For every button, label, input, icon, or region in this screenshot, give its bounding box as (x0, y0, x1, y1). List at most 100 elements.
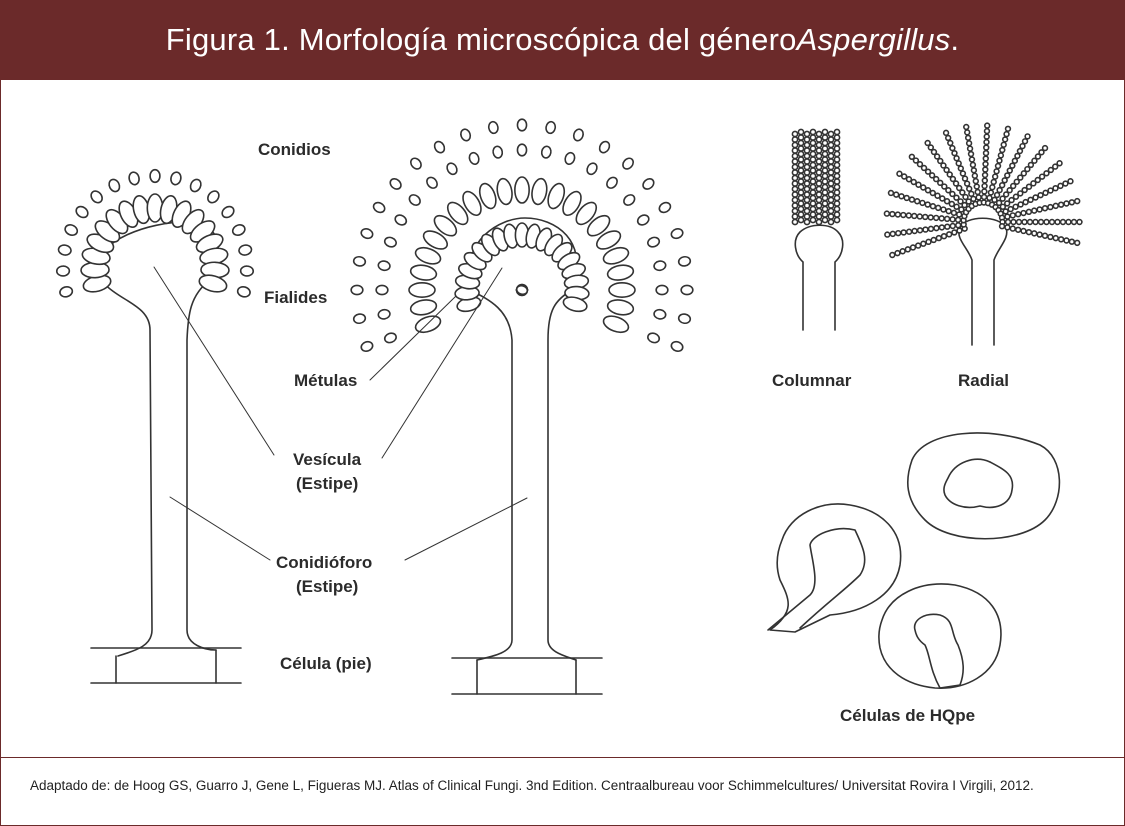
cell-shape (375, 284, 389, 296)
cell-shape (408, 194, 421, 206)
cell-shape (937, 157, 944, 165)
cell-shape (1011, 157, 1019, 164)
cell-shape (933, 153, 941, 160)
cell-shape (1034, 176, 1041, 184)
cell-shape (1041, 205, 1049, 212)
cell-shape (797, 161, 805, 169)
cell-shape (815, 191, 823, 198)
cell-shape (598, 140, 611, 154)
cell-shape (1076, 218, 1083, 226)
cell-shape (996, 157, 1003, 164)
cell-shape (1036, 231, 1043, 238)
label-conidioforo-sub: (Estipe) (296, 577, 358, 596)
cell-shape (930, 236, 937, 244)
cell-shape (827, 218, 835, 226)
cell-shape (959, 170, 967, 177)
cell-shape (1031, 207, 1038, 214)
cell-shape (833, 139, 841, 147)
cell-shape (1017, 174, 1024, 181)
cell-shape (941, 183, 948, 190)
cell-shape (1020, 227, 1027, 235)
cell-shape (426, 176, 438, 189)
cell-shape (1006, 167, 1013, 174)
cell-shape (982, 149, 990, 157)
cell-shape (949, 222, 956, 230)
cell-shape (653, 308, 667, 320)
cell-shape (833, 161, 841, 169)
cell-shape (972, 177, 979, 185)
cell-shape (998, 223, 1006, 230)
cell-shape (987, 189, 995, 196)
figure-title-end: . (950, 22, 960, 57)
cell-shape (809, 189, 817, 196)
cell-shape (468, 151, 480, 165)
cell-shape (999, 195, 1006, 202)
cell-shape (1015, 218, 1023, 226)
cell-shape (803, 169, 811, 176)
cell-shape (815, 218, 823, 226)
cell-shape (895, 229, 902, 237)
cell-shape (993, 191, 1001, 199)
cell-shape (949, 216, 956, 223)
cell-shape (1054, 218, 1061, 226)
cell-shape (815, 180, 823, 187)
cell-shape (827, 141, 835, 149)
cell-shape (562, 190, 582, 217)
cell-shape (360, 228, 374, 240)
cell-shape (389, 178, 402, 190)
cell-shape (949, 144, 956, 152)
cell-shape (797, 134, 805, 141)
cell-shape (803, 218, 811, 226)
cell-shape (1059, 218, 1067, 226)
cell-shape (1004, 218, 1012, 226)
cell-shape (803, 180, 811, 187)
cell-shape (920, 240, 927, 247)
cell-shape (827, 213, 835, 220)
cell-shape (916, 213, 923, 220)
cell-shape (1012, 193, 1020, 200)
cell-shape (575, 201, 598, 226)
cell-shape (924, 139, 931, 147)
label-hulle: Células de HQpe (840, 706, 975, 725)
cell-shape (944, 223, 951, 230)
cell-shape (1021, 186, 1028, 194)
label-conidios: Conidios (258, 140, 331, 159)
cell-shape (821, 216, 829, 224)
cell-shape (981, 171, 989, 179)
cell-shape (433, 214, 458, 237)
cell-shape (1034, 153, 1042, 160)
cell-shape (970, 167, 978, 174)
cell-shape (815, 207, 823, 215)
cell-shape (1003, 200, 1011, 207)
cell-shape (791, 218, 799, 226)
cell-shape (1004, 125, 1012, 132)
cell-shape (833, 189, 841, 196)
cell-shape (809, 128, 817, 136)
cell-shape (1037, 191, 1044, 199)
cell-shape (898, 193, 905, 200)
cell-shape (955, 211, 963, 218)
cell-shape (564, 151, 576, 165)
cell-shape (827, 136, 835, 143)
cell-shape (900, 229, 907, 236)
cell-shape (949, 175, 957, 183)
cell-shape (984, 122, 991, 129)
cell-shape (940, 206, 947, 213)
cell-shape (925, 238, 932, 246)
cell-shape (833, 200, 841, 207)
cell-shape (894, 211, 902, 218)
cell-shape (957, 198, 964, 205)
cell-shape (933, 224, 940, 232)
cell-shape (815, 130, 823, 138)
cell-shape (966, 145, 974, 152)
cell-shape (1021, 218, 1028, 226)
cell-shape (924, 201, 931, 208)
cell-shape (903, 194, 910, 202)
cell-shape (606, 299, 635, 316)
cell-shape (1000, 141, 1007, 148)
cell-shape (655, 284, 669, 296)
cell-shape (791, 130, 799, 138)
cell-shape (677, 255, 692, 267)
cell-shape (982, 160, 989, 168)
cell-shape (821, 189, 829, 196)
